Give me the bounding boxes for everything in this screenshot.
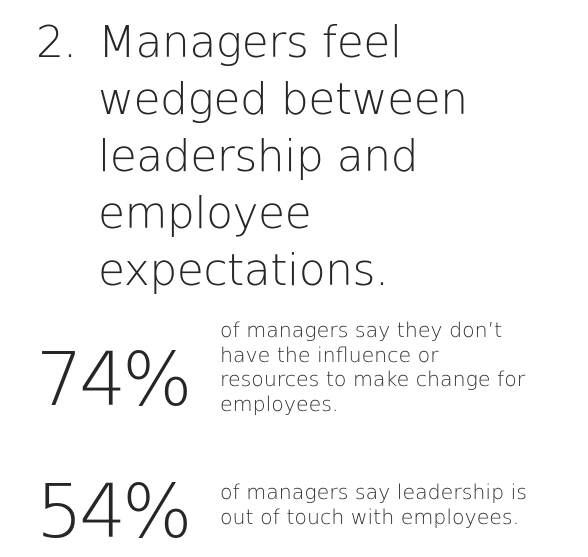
stat-description: of managers say they don’t have the infl… <box>220 318 538 416</box>
section-title-line: expectations. <box>98 245 389 296</box>
stat-influence: 74% of managers say they don’t have the … <box>36 318 576 438</box>
stat-description-line: have the influence or <box>220 342 439 367</box>
section-title-line: Managers feel <box>98 17 402 68</box>
stat-value: 54% <box>36 469 192 555</box>
section-heading: 2. Managers feel wedged between leadersh… <box>36 14 576 299</box>
section-title: Managers feel wedged between leadership … <box>98 14 538 299</box>
stat-description-line: of managers say they don’t <box>220 318 503 342</box>
section-title-line: wedged between <box>98 74 468 125</box>
stat-out-of-touch: 54% of managers say leadership is out of… <box>36 469 576 555</box>
section-title-line: employee <box>98 188 312 239</box>
stat-description-line: employees. <box>220 391 339 416</box>
stat-value: 74% <box>36 337 192 423</box>
stat-description-line: out of touch with employees. <box>220 504 520 529</box>
stat-description: of managers say leadership is out of tou… <box>220 480 538 529</box>
stat-description-line: of managers say leadership is <box>220 480 527 504</box>
section-title-line: leadership and <box>98 131 419 182</box>
stat-description-line: resources to make change for <box>220 367 526 391</box>
section-number: 2. <box>36 17 77 68</box>
